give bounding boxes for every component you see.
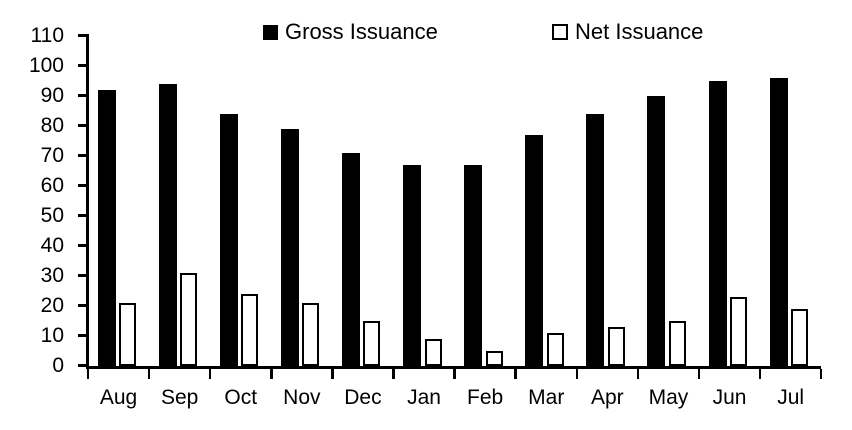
net-issuance-bar xyxy=(424,338,442,366)
y-axis-tick-label: 0 xyxy=(52,353,64,377)
y-axis-line xyxy=(86,34,89,369)
x-axis-line xyxy=(86,365,822,369)
net-issuance-bar xyxy=(668,320,686,366)
x-axis-category-label: Jun xyxy=(712,386,747,409)
x-axis-category-label: Nov xyxy=(283,386,321,409)
x-axis-category-label: Aug xyxy=(99,386,138,409)
x-axis-category-label: Jan xyxy=(407,386,441,409)
x-axis-category-label: Feb xyxy=(467,386,504,409)
x-axis-category-label: Jul xyxy=(777,386,805,409)
y-axis-tick xyxy=(78,154,88,157)
y-axis-tick xyxy=(78,64,88,67)
gross-issuance-bar xyxy=(647,95,666,366)
y-axis-tick xyxy=(78,364,88,367)
y-axis-tick xyxy=(78,124,88,127)
net-issuance-bar xyxy=(730,296,747,366)
gross-issuance-swatch-icon xyxy=(263,24,278,40)
net-issuance-bar xyxy=(119,302,136,366)
gross-issuance-bar xyxy=(525,134,544,366)
gross-issuance-bar xyxy=(158,83,177,366)
legend-label-gross-issuance: Gross Issuance xyxy=(285,19,438,44)
net-issuance-bar xyxy=(180,272,198,366)
x-axis-tick xyxy=(575,368,579,379)
x-axis-tick xyxy=(208,368,212,379)
gross-issuance-bar xyxy=(97,89,116,366)
x-axis-tick xyxy=(636,368,640,379)
y-axis-tick xyxy=(78,304,88,307)
y-axis-tick-label: 20 xyxy=(40,293,64,317)
x-axis-tick xyxy=(331,368,334,379)
net-issuance-bar xyxy=(791,308,809,366)
gross-issuance-bar xyxy=(341,152,360,366)
net-issuance-bar xyxy=(546,332,564,366)
net-issuance-bar xyxy=(302,302,320,366)
gross-issuance-bar xyxy=(403,164,421,366)
legend-item-net-issuance: Net Issuance xyxy=(552,20,703,44)
x-axis-tick xyxy=(147,368,151,379)
x-axis-category-label: Oct xyxy=(224,386,258,409)
y-axis-tick-label: 50 xyxy=(40,203,64,227)
y-axis-tick-label: 100 xyxy=(28,53,64,77)
y-axis-tick-label: 10 xyxy=(40,323,64,347)
y-axis-tick xyxy=(78,214,88,217)
net-issuance-bar xyxy=(241,293,259,366)
y-axis-tick-label: 80 xyxy=(40,113,64,137)
y-axis-tick xyxy=(78,184,88,187)
y-axis-tick xyxy=(78,34,88,37)
y-axis-tick xyxy=(78,94,88,97)
legend-item-gross-issuance: Gross Issuance xyxy=(263,20,438,44)
legend-label-net-issuance: Net Issuance xyxy=(575,19,704,44)
gross-issuance-bar xyxy=(464,164,483,366)
x-axis-tick xyxy=(758,368,762,379)
y-axis-tick-label: 90 xyxy=(40,83,64,107)
y-axis-tick-label: 60 xyxy=(40,173,64,197)
gross-issuance-bar xyxy=(708,80,727,366)
y-axis-tick-label: 40 xyxy=(40,233,64,257)
x-axis-tick xyxy=(392,368,395,379)
net-issuance-swatch-icon xyxy=(552,24,568,40)
y-axis-tick xyxy=(78,334,88,337)
gross-issuance-bar xyxy=(280,128,299,366)
y-axis-tick-label: 110 xyxy=(30,23,64,47)
y-axis-tick-label: 70 xyxy=(40,143,64,167)
x-axis-category-label: Apr xyxy=(591,386,624,409)
x-axis-category-label: Mar xyxy=(528,386,565,409)
x-axis-tick xyxy=(697,368,701,379)
gross-issuance-bar xyxy=(586,113,605,366)
net-issuance-bar xyxy=(363,320,381,366)
x-axis-tick xyxy=(86,368,90,379)
x-axis-tick xyxy=(270,368,273,379)
gross-issuance-bar xyxy=(219,113,238,366)
gross-issuance-bar xyxy=(769,77,788,366)
x-axis-category-label: May xyxy=(648,386,689,409)
x-axis-tick xyxy=(819,368,823,379)
net-issuance-bar xyxy=(485,350,503,366)
x-axis-category-label: Sep xyxy=(160,386,199,409)
x-axis-tick xyxy=(453,368,456,379)
y-axis-tick-label: 30 xyxy=(40,263,64,287)
y-axis-tick xyxy=(78,244,88,247)
x-axis-tick xyxy=(514,368,517,379)
net-issuance-bar xyxy=(607,326,625,366)
y-axis-tick xyxy=(78,274,88,277)
x-axis-category-label: Dec xyxy=(344,386,382,409)
